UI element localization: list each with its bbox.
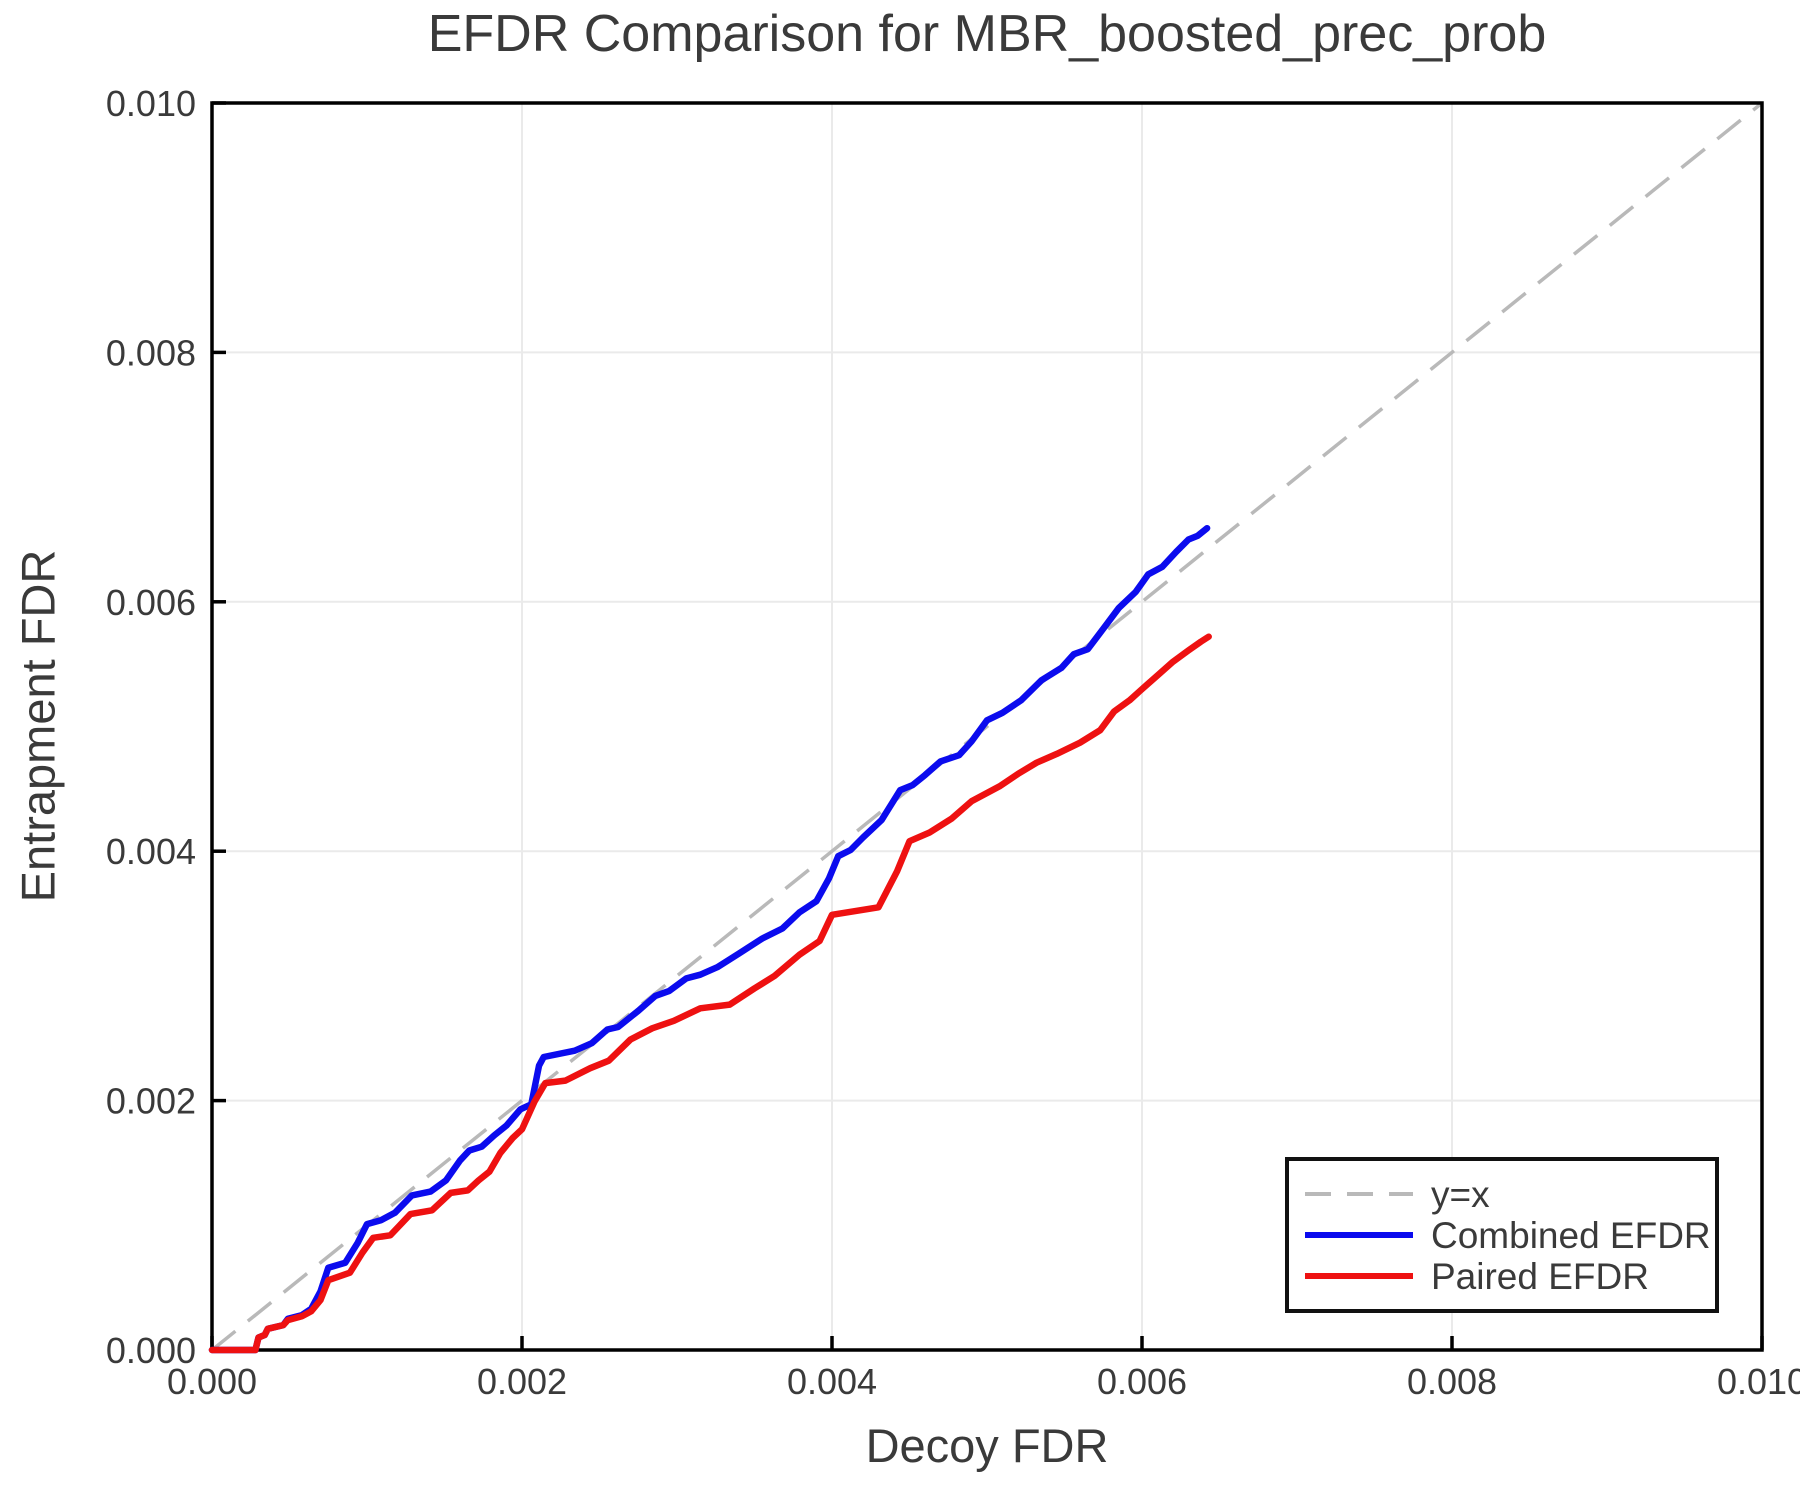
y-tick-label: 0.010: [106, 83, 196, 124]
y-tick-label: 0.004: [106, 831, 196, 872]
x-tick-label: 0.006: [1097, 1361, 1187, 1402]
x-axis-label: Decoy FDR: [865, 1419, 1109, 1472]
identity-line: [210, 101, 1764, 1352]
plot-border: [210, 101, 1764, 1352]
legend-row-combined: Combined EFDR: [1303, 1216, 1711, 1254]
combined-line-sample: [1305, 1232, 1413, 1238]
x-tick-label: 0.008: [1407, 1361, 1497, 1402]
legend-row-paired: Paired EFDR: [1303, 1257, 1703, 1295]
legend-label-paired: Paired EFDR: [1431, 1255, 1649, 1297]
chart-title: EFDR Comparison for MBR_boosted_prec_pro…: [427, 5, 1547, 63]
x-tick-label: 0.000: [167, 1361, 257, 1402]
x-tick-label: 0.002: [477, 1361, 567, 1402]
yx-line-sample: [1305, 1192, 1413, 1196]
paired-line-sample: [1305, 1273, 1413, 1279]
legend-row-yx: y=x: [1303, 1175, 1703, 1213]
x-tick-label: 0.004: [787, 1361, 877, 1402]
legend-box: y=x Combined EFDR Paired EFDR: [1285, 1157, 1719, 1313]
legend-label-combined: Combined EFDR: [1431, 1214, 1711, 1256]
y-tick-label: 0.000: [106, 1330, 196, 1371]
series-line-1: [208, 633, 1212, 1354]
x-tick-label: 0.010: [1717, 1361, 1800, 1402]
y-tick-label: 0.002: [106, 1081, 196, 1122]
y-tick-label: 0.008: [106, 332, 196, 373]
y-tick-label: 0.006: [106, 582, 196, 623]
legend-label-yx: y=x: [1431, 1173, 1490, 1215]
series-line-0: [208, 524, 1211, 1354]
